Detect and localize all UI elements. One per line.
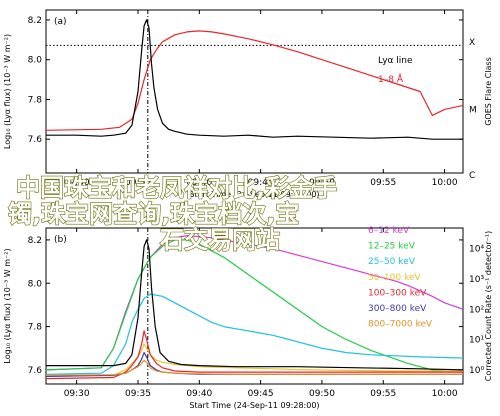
x-tick-label: 09:40 xyxy=(186,178,212,188)
x-tick-label: 09:45 xyxy=(248,178,274,188)
panel-a: 7.6 7.8 8.0 8.2 09:30 09:35 09:40 09:45 09:50 09:… xyxy=(3,9,493,199)
y-tick-label: 7.6 xyxy=(28,366,43,376)
x-tick-label: 09:50 xyxy=(309,178,335,188)
x-tick-label: 10:00 xyxy=(432,389,458,399)
legend-entry: 300–800 keV xyxy=(368,304,427,314)
legend-entry: Lyα line xyxy=(378,56,413,66)
x-tick-label: 09:50 xyxy=(309,389,335,399)
legend-entry: 6–12 keV xyxy=(368,226,410,236)
x-tick-label: 09:55 xyxy=(370,389,396,399)
right-tick-label: 10⁰ xyxy=(469,366,484,376)
y-tick-label: 8.2 xyxy=(28,16,42,26)
legend-entry: 50–100 keV xyxy=(368,273,421,283)
plot-frame xyxy=(45,227,464,385)
watermark-text-line: 镯,珠宝网查询,珠宝档次,宝 xyxy=(8,200,299,228)
right-tick-label: 10⁴ xyxy=(469,245,484,255)
y-tick-label: 7.6 xyxy=(28,135,43,145)
x-tick-label: 09:40 xyxy=(186,389,212,399)
legend-entry: 800–7000 keV xyxy=(368,320,433,330)
x-tick-label: 09:30 xyxy=(64,178,90,188)
series-line-ly-line xyxy=(46,239,463,371)
right-tick-label: 10³ xyxy=(469,275,484,285)
right-tick-label: 10² xyxy=(469,305,484,315)
y-axis-label: Log₁₀ (Lyα flux) (10⁻³ W m⁻²) xyxy=(3,34,12,149)
series-line-25-50-kev xyxy=(46,293,463,375)
series-line-ly-line xyxy=(46,19,463,140)
plot-area xyxy=(46,10,463,173)
y-axis-label-right: GOES Flare Class xyxy=(484,57,493,126)
watermark-text-line: 石交易网站 xyxy=(159,226,280,254)
legend-entry: 1–8 Å xyxy=(378,73,404,85)
series-line-800-7000-kev xyxy=(46,359,463,376)
legend-entry: 12–25 keV xyxy=(368,242,416,252)
x-axis-label: Start Time (24-Sep-11 09:28:00) xyxy=(189,190,319,199)
plot-area xyxy=(46,228,463,384)
right-tick-label: M xyxy=(469,105,477,115)
x-tick-label: 09:45 xyxy=(248,389,274,399)
x-tick-label: 10:00 xyxy=(432,178,458,188)
y-tick-label: 8.0 xyxy=(28,56,43,66)
series-line-100-300-kev xyxy=(46,330,463,380)
series-line-6-12-kev xyxy=(46,235,463,371)
y-axis-label: Log₁₀ (Lyα flux) (10⁻³ W m⁻²) xyxy=(3,248,12,363)
legend-entry: 25–50 keV xyxy=(368,257,416,267)
x-tick-label: 09:35 xyxy=(125,178,151,188)
x-tick-label: 09:30 xyxy=(64,389,90,399)
right-tick-label: 10¹ xyxy=(469,336,484,346)
series-line-1-8- xyxy=(46,30,463,131)
panel-label: (b) xyxy=(54,235,67,245)
watermark-text-line: 中国珠宝和老凤祥对比,彩金手 xyxy=(16,174,337,202)
x-tick-label: 09:35 xyxy=(125,389,151,399)
y-tick-label: 8.2 xyxy=(28,236,42,246)
y-tick-label: 7.8 xyxy=(28,95,43,105)
x-axis-label: Start Time (24-Sep-11 09:28:00) xyxy=(189,401,319,410)
y-tick-label: 8.0 xyxy=(28,279,43,289)
panel-b: 7.6 7.8 8.0 8.2 09:30 09:35 09:40 09:45 09:50 09:… xyxy=(3,226,493,410)
right-tick-label: X xyxy=(469,38,475,48)
legend-entry: 100–300 keV xyxy=(368,288,427,298)
y-axis-label-right: Corrected Count Rate (s⁻¹ detector⁻¹) xyxy=(484,231,493,382)
series-line-50-100-kev xyxy=(46,343,463,377)
series-line-12-25-kev xyxy=(46,239,463,373)
x-tick-label: 09:55 xyxy=(370,178,396,188)
panel-label: (a) xyxy=(54,17,67,27)
plot-frame xyxy=(45,9,464,174)
right-tick-label: C xyxy=(469,171,475,181)
y-tick-label: 7.8 xyxy=(28,323,43,333)
